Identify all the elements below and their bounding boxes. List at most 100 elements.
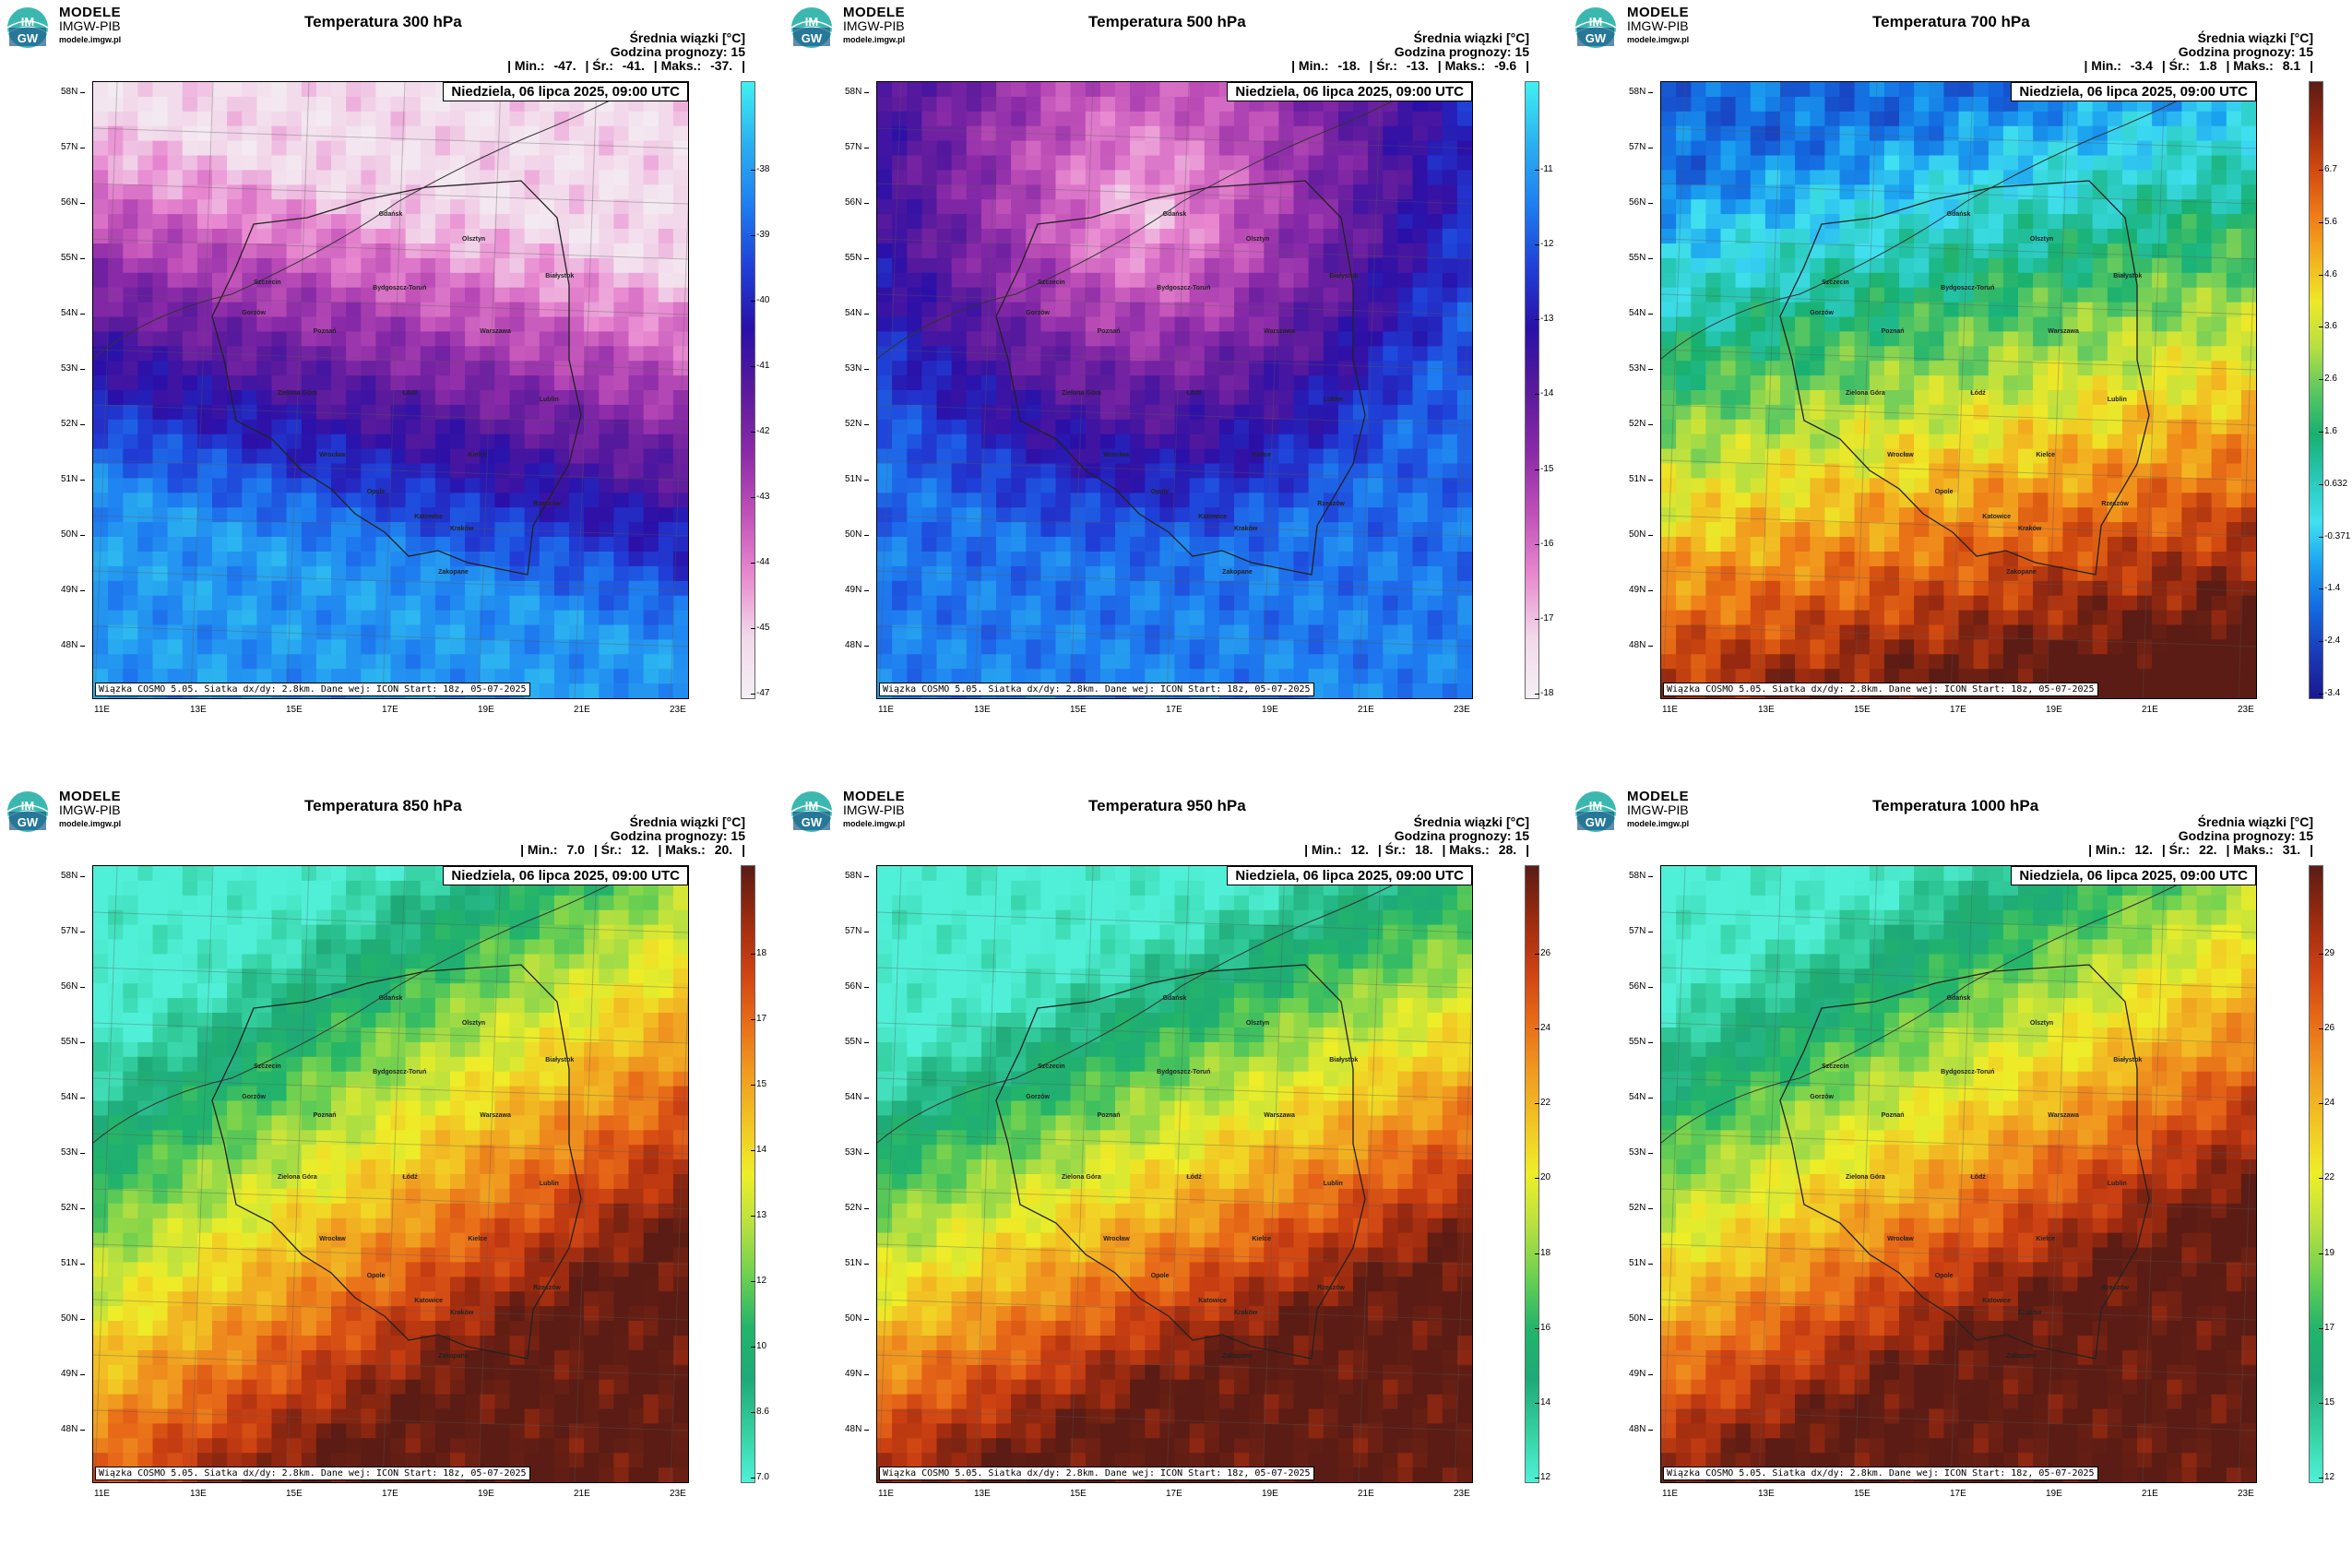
model-credit: Wiązka COSMO 5.05. Siatka dx/dy: 2.8km. … (879, 1467, 1314, 1480)
temperature-map[interactable]: Niedziela, 06 lipca 2025, 09:00 UTC Wiąz… (876, 81, 1473, 699)
city-label: Bydgoszcz-Toruń (1941, 285, 1995, 292)
city-label: Gorzów (1810, 1094, 1834, 1101)
temperature-map[interactable]: Niedziela, 06 lipca 2025, 09:00 UTC Wiąz… (1660, 865, 2257, 1483)
temperature-map[interactable]: Niedziela, 06 lipca 2025, 09:00 UTC Wiąz… (876, 865, 1473, 1483)
longitude-label: 19E (478, 1489, 494, 1499)
city-label: Rzeszów (2101, 501, 2129, 508)
min-value: 12. (2134, 842, 2153, 857)
valid-date: Niedziela, 06 lipca 2025, 09:00 UTC (2011, 82, 2256, 101)
city-label: Poznań (1881, 1112, 1905, 1120)
city-label: Szczecin (1038, 1063, 1065, 1070)
colorbar-tick-label: 1.6 (2319, 426, 2337, 436)
end-bar: | (1526, 58, 1529, 73)
colorbar-tick-label: 24 (1534, 1023, 1551, 1034)
brand-block: MODELE IMGW-PIB modele.imgw.pl (59, 790, 121, 831)
latitude-label: 48N (1629, 640, 1654, 650)
latitude-label: 56N (845, 981, 870, 992)
latitude-label: 52N (845, 1203, 870, 1213)
city-label: Bydgoszcz-Toruń (1157, 285, 1211, 292)
field-description: Średnia wiązki [°C] (2197, 30, 2313, 45)
city-label: Białystok (1329, 1057, 1359, 1064)
latitude-label: 50N (1629, 529, 1654, 540)
mean-value: 1.8 (2199, 58, 2217, 73)
city-label: Zakopane (1222, 568, 1253, 576)
latitude-label: 49N (1629, 585, 1654, 595)
city-label: Gdańsk (378, 995, 403, 1003)
city-label: Kielce (468, 1235, 487, 1242)
model-credit: Wiązka COSMO 5.05. Siatka dx/dy: 2.8km. … (1663, 683, 2098, 696)
colorbar-tick-label: 26 (1534, 948, 1551, 958)
map-panel-1: IM GW MODELE IMGW-PIB modele.imgw.pl Tem… (0, 0, 784, 784)
city-label: Lublin (2107, 396, 2127, 403)
colorbar-tick-label: 12 (1534, 1472, 1551, 1482)
latitude-label: 50N (61, 529, 86, 540)
city-label: Zielona Góra (1845, 1174, 1885, 1181)
svg-text:GW: GW (802, 31, 823, 45)
colorbar-tick-label: 6.7 (2319, 164, 2337, 174)
brand-institute: IMGW-PIB (843, 18, 905, 33)
longitude-label: 13E (190, 705, 207, 715)
colorbar-tick-label: -1.4 (2318, 583, 2341, 594)
end-bar: | (742, 842, 745, 857)
brand-block: MODELE IMGW-PIB modele.imgw.pl (843, 6, 905, 47)
city-label: Wrocław (1103, 1235, 1130, 1242)
field-description: Średnia wiązki [°C] (629, 30, 745, 45)
latitude-label: 50N (845, 529, 870, 540)
imgw-logo-icon: IM GW (6, 7, 49, 48)
temperature-map[interactable]: Niedziela, 06 lipca 2025, 09:00 UTC Wiąz… (1660, 81, 2257, 699)
city-label: Olsztyn (1245, 1020, 1270, 1027)
brand-url[interactable]: modele.imgw.pl (59, 35, 122, 44)
brand-url[interactable]: modele.imgw.pl (1627, 819, 1690, 828)
city-label: Katowice (1198, 513, 1228, 520)
city-label: Poznań (313, 328, 337, 336)
longitude-label: 19E (2046, 1489, 2062, 1499)
latitude-label: 48N (845, 640, 870, 650)
brand-url[interactable]: modele.imgw.pl (59, 819, 122, 828)
city-label: Białystok (2113, 273, 2143, 280)
model-credit: Wiązka COSMO 5.05. Siatka dx/dy: 2.8km. … (879, 683, 1314, 696)
temperature-map[interactable]: Niedziela, 06 lipca 2025, 09:00 UTC Wiąz… (92, 865, 689, 1483)
latitude-label: 53N (845, 363, 870, 374)
poland-border (1779, 180, 2150, 576)
svg-text:GW: GW (1586, 31, 1607, 45)
latitude-label: 49N (845, 585, 870, 595)
city-label: Białystok (545, 273, 575, 280)
city-label: Warszawa (1264, 1112, 1295, 1120)
temperature-map[interactable]: Niedziela, 06 lipca 2025, 09:00 UTC Wiąz… (92, 81, 689, 699)
panel-title: Temperatura 300 hPa (304, 13, 462, 30)
latitude-label: 57N (1629, 926, 1654, 936)
brand-institute: IMGW-PIB (59, 802, 121, 817)
latitude-label: 49N (61, 585, 86, 595)
brand-url[interactable]: modele.imgw.pl (843, 819, 906, 828)
latitude-label: 54N (61, 1092, 86, 1102)
forecast-hour: Godzina prognozy: 15 (1394, 44, 1529, 59)
longitude-label: 13E (1758, 705, 1775, 715)
map-panel-5: IM GW MODELE IMGW-PIB modele.imgw.pl Tem… (784, 784, 1568, 1568)
field-description: Średnia wiązki [°C] (2197, 814, 2313, 829)
brand-name: MODELE (59, 5, 122, 20)
colorbar-tick-label: 22 (1534, 1098, 1551, 1109)
brand-url[interactable]: modele.imgw.pl (843, 35, 906, 44)
city-label: Olsztyn (461, 1020, 486, 1027)
latitude-label: 51N (1629, 1258, 1654, 1268)
city-label: Kraków (2018, 1309, 2042, 1316)
brand-url[interactable]: modele.imgw.pl (1627, 35, 1690, 44)
min-label: | Min.: (2088, 842, 2126, 857)
city-label: Kielce (468, 451, 487, 458)
colorbar-tick-label: 17 (2318, 1322, 2335, 1333)
forecast-hour: Godzina prognozy: 15 (2178, 44, 2313, 59)
map-panel-4: IM GW MODELE IMGW-PIB modele.imgw.pl Tem… (0, 784, 784, 1568)
latitude-label: 49N (61, 1369, 86, 1379)
colorbar-tick-label: -43 (750, 492, 770, 502)
longitude-label: 15E (1854, 1489, 1871, 1499)
longitude-label: 19E (1262, 1489, 1278, 1499)
colorbar (1525, 81, 1539, 699)
temperature-field (877, 866, 1472, 1482)
city-label: Olsztyn (1245, 236, 1270, 243)
latitude-label: 49N (845, 1369, 870, 1379)
longitude-label: 15E (286, 1489, 303, 1499)
stats-row: | Min.: 12. | Śr.: 18. | Maks.: 28. | (1299, 843, 1529, 857)
latitude-label: 58N (61, 87, 86, 97)
colorbar-tick-label: 10 (750, 1341, 767, 1351)
max-label: | Maks.: (2226, 58, 2274, 73)
